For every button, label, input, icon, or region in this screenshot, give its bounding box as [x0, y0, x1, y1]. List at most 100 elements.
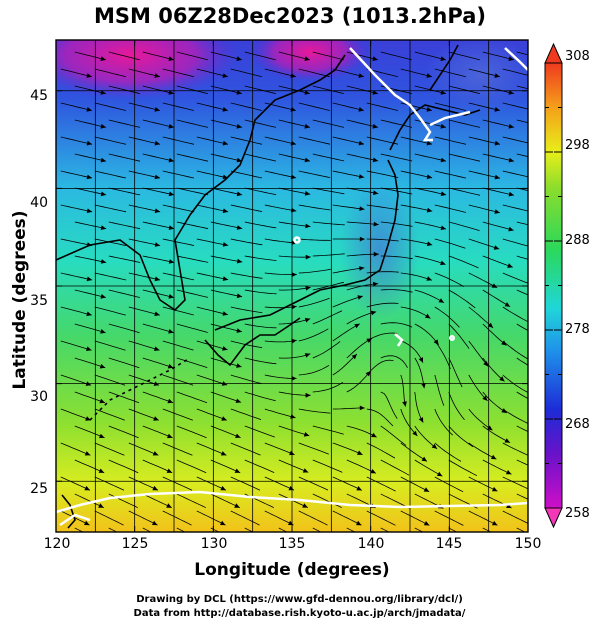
- streamline: [414, 187, 447, 196]
- streamline: [380, 255, 413, 260]
- streamline-arrowhead: [291, 304, 297, 310]
- streamline: [516, 255, 528, 260]
- streamline: [298, 238, 331, 241]
- streamline: [366, 102, 398, 111]
- streamline: [230, 170, 263, 179]
- streamline: [468, 102, 500, 111]
- streamline: [108, 85, 140, 94]
- streamline: [502, 238, 528, 247]
- streamline: [60, 374, 92, 386]
- streamline: [414, 153, 447, 162]
- streamline-arrowhead: [86, 208, 93, 214]
- streamline-arrowhead: [168, 294, 174, 299]
- streamline: [332, 68, 364, 78]
- streamline: [128, 340, 160, 351]
- x-tick-label: 150: [514, 536, 542, 552]
- streamline-arrowhead: [358, 73, 364, 78]
- streamline-arrowhead: [291, 338, 297, 344]
- streamline: [448, 527, 458, 532]
- streamline: [448, 459, 477, 476]
- streamline-arrowhead: [487, 425, 493, 431]
- streamline: [482, 425, 511, 444]
- streamline: [108, 255, 141, 263]
- colorbar-tick-label: 298: [565, 138, 590, 153]
- streamline-arrowhead: [418, 417, 424, 423]
- streamline: [482, 51, 514, 61]
- streamline: [74, 221, 107, 230]
- streamline: [196, 306, 228, 316]
- streamline-arrowhead: [154, 242, 161, 247]
- streamline: [230, 136, 263, 145]
- streamline-arrowhead: [222, 276, 229, 281]
- streamline: [210, 221, 243, 229]
- streamline-arrowhead: [490, 454, 497, 460]
- streamline: [468, 238, 500, 250]
- streamline: [162, 306, 194, 316]
- streamline-arrowhead: [508, 157, 514, 163]
- streamline-arrowhead: [154, 346, 160, 351]
- streamline: [298, 297, 330, 308]
- streamline: [346, 187, 379, 194]
- streamline-arrowhead: [222, 140, 228, 146]
- streamline: [60, 204, 93, 213]
- streamline-arrowhead: [166, 538, 172, 542]
- streamline: [366, 476, 396, 492]
- streamline: [108, 51, 140, 61]
- streamline: [468, 272, 498, 289]
- streamline: [94, 238, 127, 246]
- streamline-arrowhead: [493, 245, 500, 250]
- streamline-arrowhead: [167, 433, 173, 439]
- streamline: [346, 338, 373, 359]
- streamline-arrowhead: [222, 311, 228, 316]
- streamline-arrowhead: [508, 56, 514, 61]
- streamline: [332, 170, 365, 178]
- streamline: [94, 476, 125, 491]
- streamline: [516, 391, 528, 399]
- streamline-arrowhead: [482, 395, 488, 401]
- streamline: [400, 68, 432, 78]
- streamline-arrowhead: [372, 123, 378, 129]
- streamline: [434, 204, 467, 213]
- streamline: [162, 238, 195, 246]
- streamline: [312, 187, 345, 195]
- streamline: [400, 374, 406, 407]
- streamline: [380, 425, 407, 446]
- streamline: [414, 289, 445, 304]
- streamline-arrowhead: [168, 191, 175, 197]
- streamline: [74, 459, 105, 474]
- streamline: [244, 527, 254, 532]
- streamline-arrowhead: [234, 538, 240, 542]
- streamline: [108, 527, 118, 532]
- streamline: [162, 510, 192, 526]
- streamline: [196, 204, 229, 213]
- streamline: [264, 442, 295, 456]
- streamline-arrowhead: [426, 276, 432, 281]
- streamline-arrowhead: [359, 236, 365, 242]
- streamline: [74, 255, 107, 263]
- streamline: [196, 510, 226, 526]
- streamline: [142, 255, 175, 263]
- streamline-arrowhead: [236, 363, 242, 368]
- streamline-arrowhead: [304, 123, 310, 129]
- streamline-arrowhead: [305, 223, 311, 229]
- streamline-arrowhead: [290, 414, 296, 419]
- streamline: [264, 68, 296, 78]
- streamline: [516, 221, 528, 226]
- streamline: [210, 119, 243, 128]
- streamline: [468, 170, 501, 179]
- streamline: [94, 136, 127, 145]
- streamline-arrowhead: [236, 157, 242, 163]
- streamline: [74, 119, 107, 128]
- streamline: [414, 255, 446, 265]
- white-contour: [394, 333, 404, 347]
- streamline-arrowhead: [372, 157, 379, 163]
- streamline: [142, 51, 174, 61]
- streamline-arrowhead: [356, 520, 362, 526]
- streamline: [468, 204, 500, 214]
- streamline: [244, 51, 276, 61]
- streamline-arrowhead: [372, 56, 378, 61]
- streamline-arrowhead: [438, 538, 444, 543]
- streamline: [312, 425, 344, 435]
- streamline: [502, 102, 528, 110]
- streamline: [176, 493, 206, 509]
